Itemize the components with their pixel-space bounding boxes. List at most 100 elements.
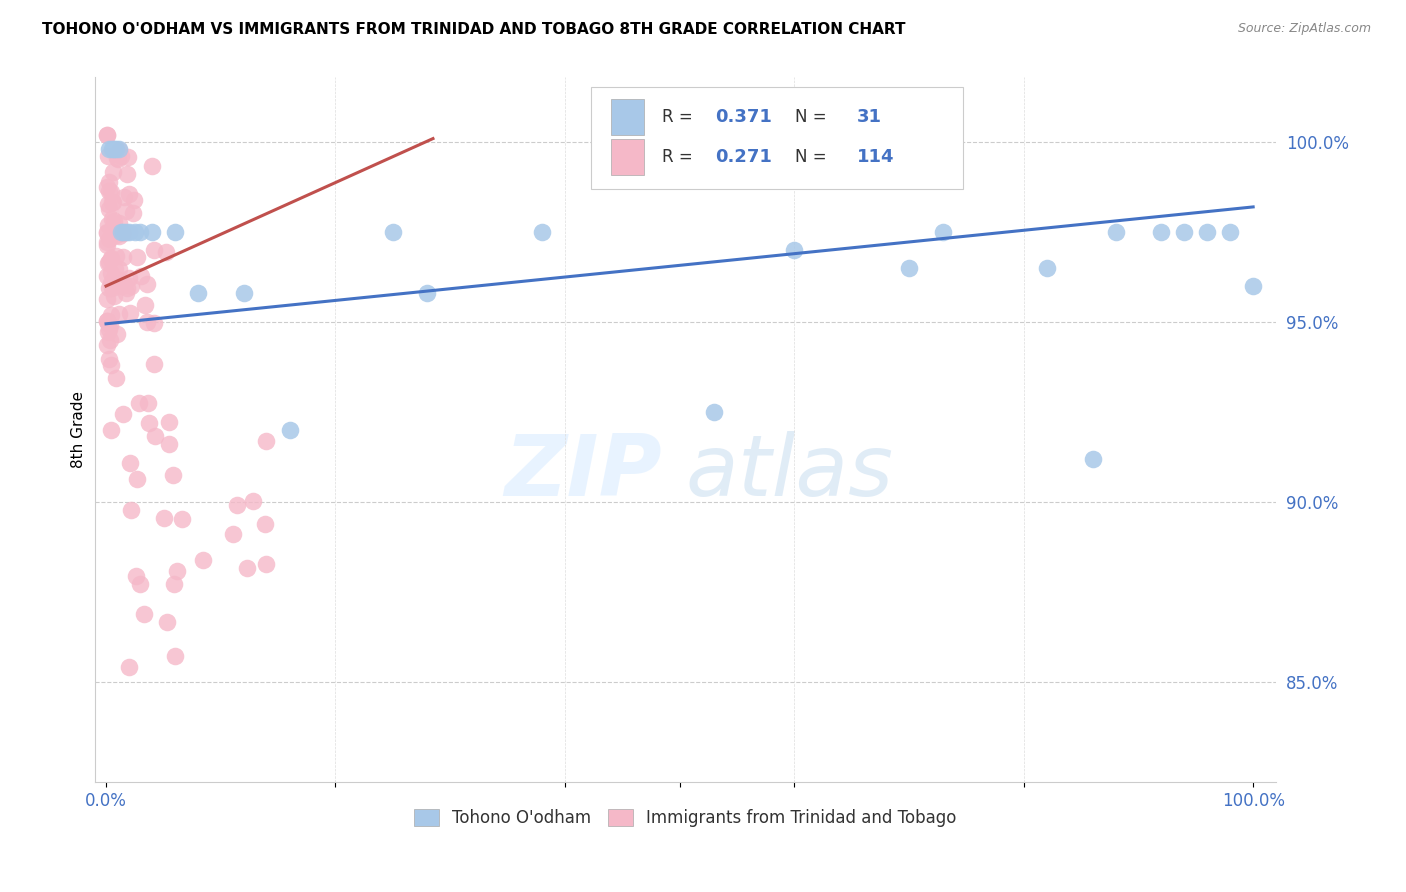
Point	[97, 218, 120, 232]
Point	[96, 292, 118, 306]
Point	[105, 142, 128, 156]
Point	[96, 268, 118, 283]
Point	[104, 227, 127, 242]
Point	[103, 142, 125, 156]
Point	[932, 225, 955, 239]
Point	[97, 352, 120, 367]
Point	[108, 261, 131, 276]
Legend: Tohono O'odham, Immigrants from Trinidad and Tobago: Tohono O'odham, Immigrants from Trinidad…	[408, 803, 963, 834]
Point	[163, 648, 186, 663]
Point	[530, 225, 553, 239]
Point	[111, 278, 134, 293]
Point	[105, 151, 128, 165]
Point	[97, 149, 120, 163]
FancyBboxPatch shape	[591, 87, 963, 189]
Point	[193, 553, 215, 567]
Point	[1035, 261, 1057, 276]
Point	[101, 194, 124, 209]
Point	[100, 276, 122, 290]
Point	[222, 527, 245, 541]
Point	[100, 252, 122, 266]
Point	[100, 251, 122, 265]
Point	[162, 468, 184, 483]
Point	[110, 149, 132, 163]
Point	[1197, 225, 1219, 239]
Point	[128, 395, 150, 409]
Point	[108, 307, 131, 321]
Point	[278, 423, 301, 437]
Point	[98, 318, 121, 332]
Point	[107, 216, 129, 230]
Point	[97, 175, 120, 189]
Point	[105, 249, 128, 263]
Point	[163, 577, 186, 591]
Point	[170, 512, 193, 526]
Point	[96, 180, 118, 194]
Point	[101, 211, 124, 226]
Text: TOHONO O'ODHAM VS IMMIGRANTS FROM TRINIDAD AND TOBAGO 8TH GRADE CORRELATION CHAR: TOHONO O'ODHAM VS IMMIGRANTS FROM TRINID…	[42, 22, 905, 37]
Point	[783, 243, 806, 257]
Point	[101, 281, 124, 295]
Point	[1081, 451, 1104, 466]
Point	[242, 494, 264, 508]
Point	[1241, 279, 1264, 293]
Point	[117, 150, 139, 164]
Point	[96, 338, 118, 352]
Point	[898, 261, 921, 276]
Point	[98, 142, 121, 156]
Point	[115, 281, 138, 295]
Point	[157, 436, 180, 450]
Point	[118, 187, 141, 202]
Point	[112, 277, 135, 291]
Text: 31: 31	[856, 108, 882, 126]
Point	[235, 561, 257, 575]
Point	[104, 262, 127, 277]
Point	[115, 203, 138, 218]
Point	[1150, 225, 1173, 239]
Y-axis label: 8th Grade: 8th Grade	[72, 392, 86, 468]
Text: 114: 114	[856, 148, 894, 166]
Point	[111, 407, 134, 421]
Point	[111, 250, 134, 264]
Point	[115, 285, 138, 300]
Point	[103, 214, 125, 228]
Point	[96, 237, 118, 252]
Point	[101, 195, 124, 210]
Point	[97, 202, 120, 216]
FancyBboxPatch shape	[610, 99, 644, 135]
Point	[107, 143, 129, 157]
Point	[256, 434, 278, 449]
Point	[157, 415, 180, 429]
Point	[97, 316, 120, 330]
Point	[136, 277, 159, 291]
Point	[134, 298, 156, 312]
Point	[381, 225, 404, 239]
Point	[105, 327, 128, 342]
Point	[97, 325, 120, 339]
Point	[125, 472, 148, 486]
Point	[118, 660, 141, 674]
Point	[125, 569, 148, 583]
Point	[96, 128, 118, 142]
Text: R =: R =	[662, 148, 697, 166]
Point	[110, 225, 132, 239]
Point	[163, 225, 186, 239]
Point	[129, 268, 152, 283]
Point	[98, 184, 121, 198]
Text: 0.371: 0.371	[714, 108, 772, 126]
Point	[112, 225, 135, 239]
Point	[120, 279, 142, 293]
Point	[100, 423, 122, 437]
Point	[96, 226, 118, 240]
Point	[143, 243, 166, 257]
Point	[103, 289, 125, 303]
Point	[1173, 225, 1195, 239]
Point	[107, 142, 129, 156]
Point	[98, 280, 121, 294]
Point	[416, 286, 439, 301]
Point	[114, 225, 136, 239]
Point	[703, 405, 725, 419]
Point	[112, 190, 135, 204]
Point	[107, 152, 129, 166]
Point	[96, 314, 118, 328]
